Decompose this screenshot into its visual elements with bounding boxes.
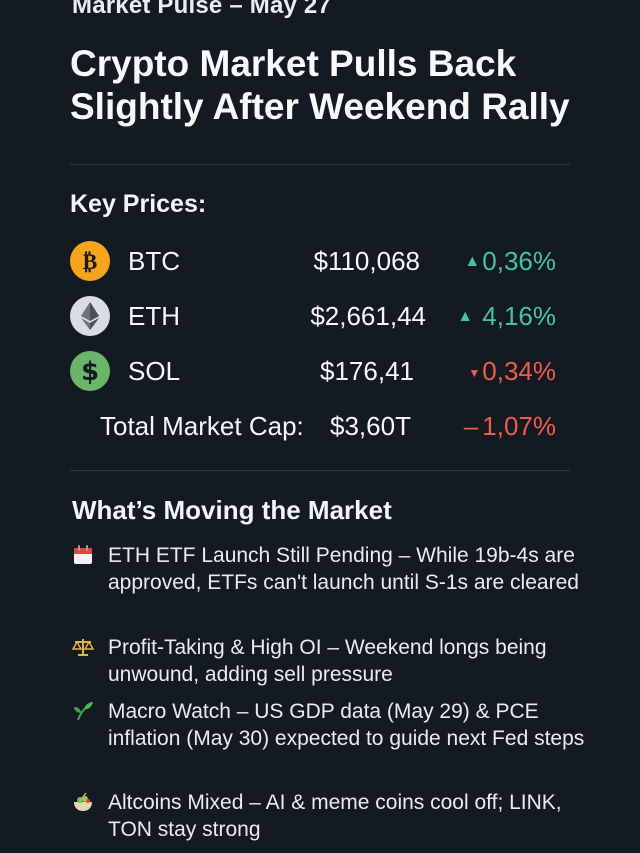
coin-symbol: BTC [128,246,180,276]
total-market-cap-row: Total Market Cap: $3,60T –1,07% [70,406,570,446]
svg-text:₿: ₿ [83,250,98,274]
coin-symbol: SOL [128,356,181,386]
coin-price: $2,661,44 [310,301,426,331]
moving-market-title: What’s Moving the Market [72,495,392,525]
change-value: 1,07% [482,411,556,441]
seedling-icon [74,702,93,721]
up-arrow-icon: ▲ [464,253,481,270]
divider [70,470,570,471]
coin-change: ▼0,34% [468,356,556,387]
total-market-cap-change: –1,07% [464,411,556,442]
total-market-cap-label: Total Market Cap: [100,411,304,441]
list-item-text: ETH ETF Launch Still Pending – While 19b… [108,544,579,594]
coin-change: ▲ 4,16% [457,301,556,332]
total-market-cap-value: $3,60T [330,411,411,441]
coin-symbol: ETH [128,301,180,331]
price-row-btc: ₿ BTC $110,068 ▲0,36% [70,241,570,281]
coin-price: $110,068 [313,246,420,276]
list-item-text: Profit-Taking & High OI – Weekend longs … [108,636,547,686]
svg-text:$: $ [81,357,99,385]
minus-icon: – [463,411,479,441]
bitcoin-icon: ₿ [70,241,110,281]
headline: Crypto Market Pulls Back Slightly After … [70,43,570,127]
coin-change: ▲0,36% [464,246,556,277]
ethereum-icon [70,296,110,336]
salad-bowl-icon [74,792,92,811]
change-value: 4,16% [482,301,556,331]
change-value: 0,34% [482,356,556,386]
change-value: 0,36% [482,246,556,276]
kicker-date: Market Pulse – May 27 [72,0,332,19]
price-row-sol: $ SOL $176,41 ▼0,34% [70,351,570,391]
up-arrow-icon: ▲ [457,308,474,325]
list-item-text: Altcoins Mixed – AI & meme coins cool of… [108,791,562,841]
divider [70,164,570,165]
list-item-text: Macro Watch – US GDP data (May 29) & PCE… [108,700,585,750]
calendar-icon [74,545,92,564]
balance-scale-icon [72,639,94,656]
price-row-eth: ETH $2,661,44 ▲ 4,16% [70,296,570,336]
key-prices-title: Key Prices: [70,190,207,218]
down-arrow-icon: ▼ [468,366,481,380]
dollar-icon: $ [70,351,110,391]
coin-price: $176,41 [320,356,414,386]
